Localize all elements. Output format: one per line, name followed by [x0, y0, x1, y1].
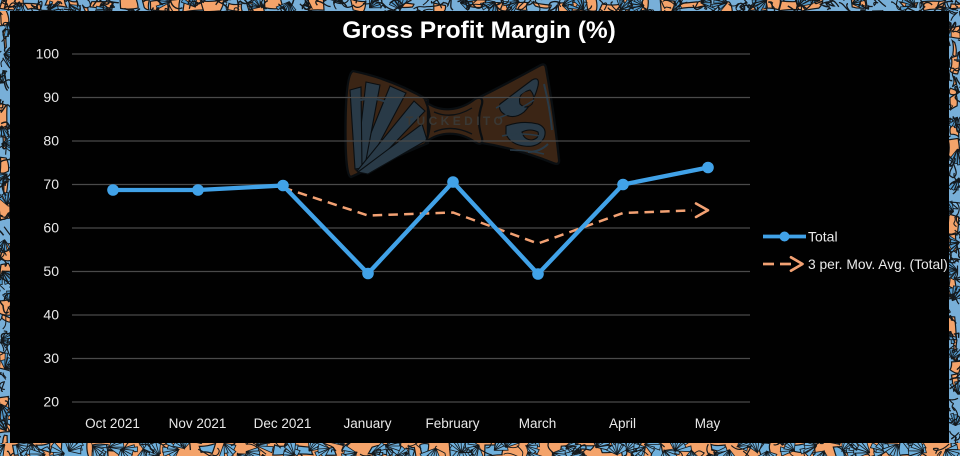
- svg-text:TUCKEDITO: TUCKEDITO: [406, 114, 506, 128]
- svg-text:100: 100: [36, 46, 60, 62]
- svg-text:40: 40: [43, 307, 59, 323]
- svg-text:April: April: [609, 416, 636, 431]
- svg-text:January: January: [343, 416, 391, 431]
- svg-text:Gross Profit Margin (%): Gross Profit Margin (%): [342, 17, 616, 44]
- svg-text:80: 80: [43, 133, 59, 149]
- svg-text:30: 30: [43, 350, 59, 366]
- svg-text:Oct 2021: Oct 2021: [85, 416, 140, 431]
- svg-text:20: 20: [43, 394, 59, 410]
- svg-text:Dec 2021: Dec 2021: [254, 416, 312, 431]
- svg-text:90: 90: [43, 89, 59, 105]
- svg-text:3 per. Mov. Avg. (Total): 3 per. Mov. Avg. (Total): [808, 257, 948, 272]
- svg-text:February: February: [425, 416, 479, 431]
- svg-text:March: March: [519, 416, 557, 431]
- svg-text:50: 50: [43, 263, 59, 279]
- svg-text:Nov 2021: Nov 2021: [169, 416, 227, 431]
- svg-text:70: 70: [43, 176, 59, 192]
- svg-text:Total: Total: [808, 229, 838, 245]
- svg-text:60: 60: [43, 220, 59, 236]
- svg-text:May: May: [695, 416, 721, 431]
